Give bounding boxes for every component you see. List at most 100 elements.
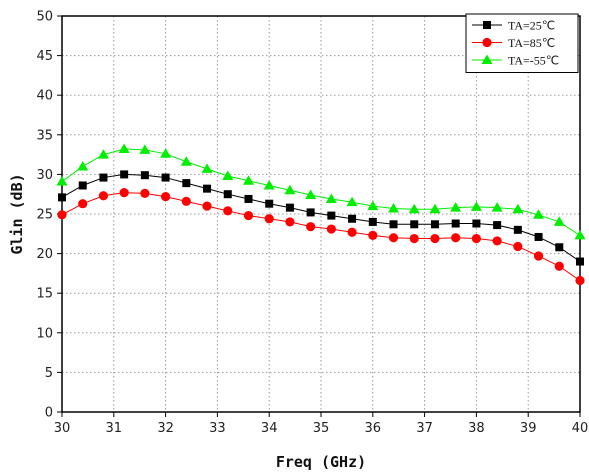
- data-point-triangle: [512, 203, 524, 214]
- data-point-circle: [202, 201, 212, 211]
- legend-label: TA=85℃: [508, 36, 555, 50]
- data-point-triangle: [139, 144, 151, 154]
- data-point-triangle: [305, 189, 317, 199]
- y-tick-label: 10: [36, 326, 53, 341]
- data-point-circle: [482, 37, 492, 48]
- data-point-square: [534, 232, 543, 241]
- data-point-square: [493, 221, 502, 230]
- x-tick-label: 39: [520, 421, 537, 436]
- y-tick-label: 20: [36, 247, 53, 262]
- data-point-circle: [326, 224, 336, 234]
- x-tick-label: 40: [572, 421, 589, 436]
- data-point-square: [451, 219, 460, 228]
- x-tick-label: 35: [313, 421, 330, 436]
- data-point-square: [410, 220, 419, 229]
- data-point-square: [203, 184, 212, 193]
- data-point-square: [513, 225, 522, 234]
- data-point-square: [306, 208, 315, 217]
- data-point-triangle: [346, 196, 358, 207]
- data-point-triangle: [201, 163, 213, 173]
- legend-item: TA=25℃: [472, 19, 555, 33]
- data-point-circle: [223, 206, 233, 216]
- x-tick-label: 31: [106, 421, 123, 436]
- data-point-square: [244, 194, 253, 203]
- series-circle: [57, 188, 585, 286]
- data-point-triangle: [553, 216, 565, 226]
- data-point-circle: [533, 251, 544, 261]
- y-tick-label: 0: [45, 406, 53, 421]
- y-tick-label: 15: [36, 287, 53, 302]
- x-axis-ticks: 30 31 32 33 34 35 36 37 38 39 40: [54, 412, 589, 436]
- legend-label: TA=-55℃: [508, 54, 559, 68]
- data-point-circle: [243, 210, 254, 221]
- y-tick-label: 45: [36, 49, 53, 64]
- legend-item: TA=-55℃: [472, 54, 559, 68]
- data-point-triangle: [325, 193, 337, 203]
- x-tick-label: 37: [416, 421, 433, 436]
- data-point-circle: [388, 233, 399, 243]
- data-point-triangle: [367, 200, 379, 211]
- data-point-square: [182, 179, 191, 188]
- data-point-square: [348, 214, 357, 223]
- data-point-triangle: [574, 229, 586, 240]
- data-point-circle: [347, 227, 357, 237]
- x-tick-label: 34: [261, 421, 278, 436]
- data-point-square: [483, 21, 491, 29]
- x-axis-label: Freq (GHz): [276, 453, 366, 471]
- data-point-circle: [78, 199, 88, 209]
- data-point-triangle: [388, 202, 400, 213]
- data-point-triangle: [180, 156, 192, 166]
- data-point-square: [223, 190, 232, 199]
- data-point-circle: [492, 236, 502, 246]
- data-point-square: [99, 173, 108, 182]
- data-point-circle: [451, 233, 461, 243]
- y-tick-label: 35: [36, 128, 53, 143]
- series-triangle: [56, 143, 586, 240]
- data-point-square: [430, 220, 439, 229]
- data-point-triangle: [77, 160, 89, 171]
- data-point-circle: [368, 230, 378, 240]
- data-point-circle: [264, 214, 274, 224]
- data-point-circle: [409, 233, 419, 244]
- data-point-triangle: [97, 149, 109, 159]
- data-point-triangle: [481, 54, 493, 64]
- data-point-triangle: [56, 176, 68, 186]
- data-point-circle: [98, 191, 109, 201]
- data-point-triangle: [160, 148, 172, 158]
- data-point-circle: [471, 233, 481, 244]
- data-point-square: [78, 181, 87, 190]
- y-tick-label: 25: [36, 208, 53, 223]
- data-point-square: [140, 171, 149, 180]
- data-point-triangle: [284, 184, 296, 195]
- data-point-triangle: [408, 203, 420, 214]
- data-point-square: [389, 220, 398, 229]
- legend-item: TA=85℃: [472, 36, 555, 50]
- data-point-square: [555, 243, 564, 252]
- x-tick-label: 33: [209, 421, 226, 436]
- data-point-square: [285, 203, 294, 212]
- data-point-circle: [119, 188, 129, 198]
- x-tick-label: 36: [365, 421, 382, 436]
- data-point-triangle: [242, 175, 254, 185]
- data-point-triangle: [429, 203, 441, 214]
- data-point-square: [576, 257, 584, 266]
- data-point-circle: [513, 241, 523, 252]
- data-point-square: [58, 193, 66, 202]
- data-point-circle: [554, 261, 564, 271]
- series-square: [58, 170, 584, 266]
- y-tick-label: 50: [36, 10, 53, 25]
- legend: TA=25℃ TA=85℃ TA=-55℃: [465, 13, 579, 73]
- data-point-circle: [285, 217, 295, 227]
- data-point-circle: [57, 210, 67, 220]
- series-layer: [56, 143, 586, 286]
- data-point-triangle: [533, 209, 545, 219]
- data-point-circle: [575, 275, 585, 286]
- x-tick-label: 30: [54, 421, 71, 436]
- x-tick-label: 38: [468, 421, 485, 436]
- y-tick-label: 30: [36, 168, 53, 183]
- x-tick-label: 32: [157, 421, 174, 436]
- data-point-circle: [181, 196, 191, 206]
- data-point-triangle: [491, 202, 503, 212]
- data-point-circle: [161, 191, 171, 202]
- y-axis-ticks: 0 5 10 15 20 25 30 35 40 45 50: [36, 10, 62, 421]
